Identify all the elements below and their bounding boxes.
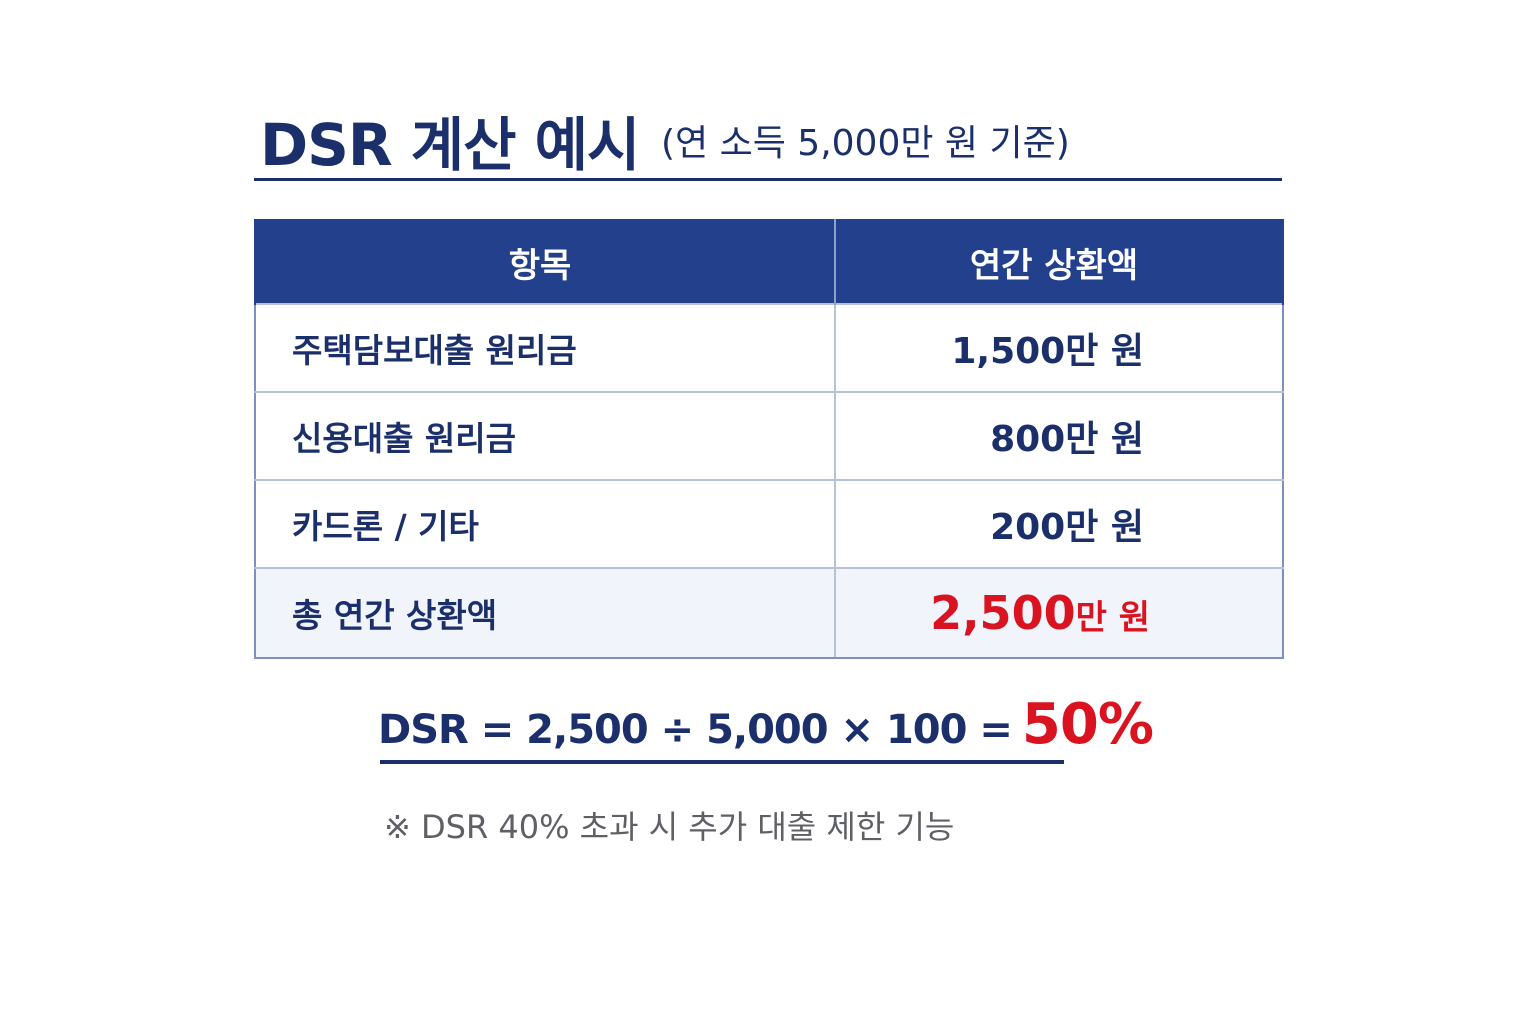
dsr-table: 항목 연간 상환액 주택담보대출 원리금 1,500만 원 신용대출 원리금 8…	[254, 219, 1284, 659]
table-row: 주택담보대출 원리금 1,500만 원	[254, 303, 1284, 393]
row-item-label: 카드론 / 기타	[254, 479, 836, 569]
title-divider	[254, 178, 1282, 181]
formula-expression: DSR = 2,500 ÷ 5,000 × 100 =	[378, 707, 1013, 753]
formula-result: 50%	[1021, 692, 1154, 757]
page-subtitle: (연 소득 5,000만 원 기준)	[661, 123, 1070, 164]
page-title: DSR 계산 예시	[260, 111, 640, 179]
row-item-label: 신용대출 원리금	[254, 391, 836, 481]
footnote: ※ DSR 40% 초과 시 추가 대출 제한 기능	[384, 808, 955, 846]
total-amount-value: 2,500만 원	[834, 567, 1284, 659]
column-header-amount: 연간 상환액	[835, 219, 1284, 304]
title-block: DSR 계산 예시 (연 소득 5,000만 원 기준)	[258, 92, 1282, 182]
table-header-row: 항목 연간 상환액	[254, 219, 1284, 304]
dsr-formula: DSR = 2,500 ÷ 5,000 × 100 = 50%	[378, 692, 1154, 757]
row-amount-value: 1,500만 원	[834, 303, 1284, 393]
row-amount-value: 200만 원	[834, 479, 1284, 569]
row-amount-value: 800만 원	[834, 391, 1284, 481]
total-item-label: 총 연간 상환액	[254, 567, 836, 659]
table-row: 카드론 / 기타 200만 원	[254, 479, 1284, 569]
table-total-row: 총 연간 상환액 2,500만 원	[254, 567, 1284, 659]
column-header-item: 항목	[254, 219, 836, 304]
table-row: 신용대출 원리금 800만 원	[254, 391, 1284, 481]
row-item-label: 주택담보대출 원리금	[254, 303, 836, 393]
total-amount-unit: 만 원	[1075, 598, 1150, 638]
total-amount-number: 2,500	[930, 586, 1076, 640]
formula-underline	[380, 760, 1064, 764]
